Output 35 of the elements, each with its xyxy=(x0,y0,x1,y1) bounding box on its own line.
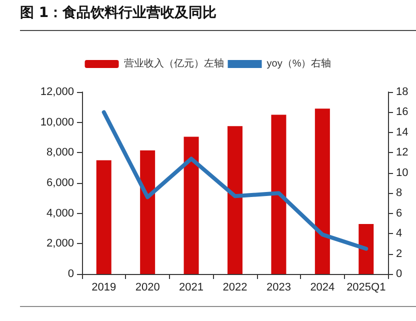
y-tick-label: 2,000 xyxy=(46,238,74,250)
bar xyxy=(140,150,156,274)
legend-label: 营业收入（亿元）左轴 xyxy=(124,58,224,70)
y2-tick-label: 0 xyxy=(396,268,402,280)
y2-tick-label: 16 xyxy=(396,106,408,118)
y2-tick-label: 12 xyxy=(396,146,408,159)
y2-tick-label: 18 xyxy=(396,86,408,98)
y-tick-label: 12,000 xyxy=(40,86,74,98)
bar xyxy=(184,136,199,274)
y-tick-label: 4,000 xyxy=(46,207,74,220)
legend-label: yoy（%）右轴 xyxy=(266,58,332,70)
y2-tick-label: 10 xyxy=(396,166,408,179)
bar xyxy=(96,160,112,274)
y-tick-label: 10,000 xyxy=(40,116,74,128)
y2-tick-label: 8 xyxy=(396,187,402,200)
y2-tick-label: 14 xyxy=(396,126,408,138)
line-series xyxy=(102,110,368,251)
bar xyxy=(358,224,374,274)
y2-tick-label: 2 xyxy=(396,248,402,260)
y2-tick-label: 6 xyxy=(396,207,402,220)
x-tick-label: 2025Q1 xyxy=(346,282,386,294)
x-tick-label: 2021 xyxy=(179,282,204,294)
bar xyxy=(271,114,286,274)
x-tick-label: 2022 xyxy=(222,282,248,294)
y2-tick-label: 4 xyxy=(396,228,402,240)
bar xyxy=(314,108,330,274)
x-tick-label: 2019 xyxy=(92,282,116,294)
x-tick-label: 2020 xyxy=(135,282,160,294)
y-tick-label: 0 xyxy=(68,268,74,280)
y-tick-label: 6,000 xyxy=(46,177,74,189)
y-tick-label: 8,000 xyxy=(46,146,74,159)
x-tick-label: 2023 xyxy=(266,282,291,294)
chart-title: 图 1：食品饮料行业营收及同比 xyxy=(20,4,217,22)
bar xyxy=(228,126,242,274)
x-tick-label: 2024 xyxy=(310,282,335,294)
